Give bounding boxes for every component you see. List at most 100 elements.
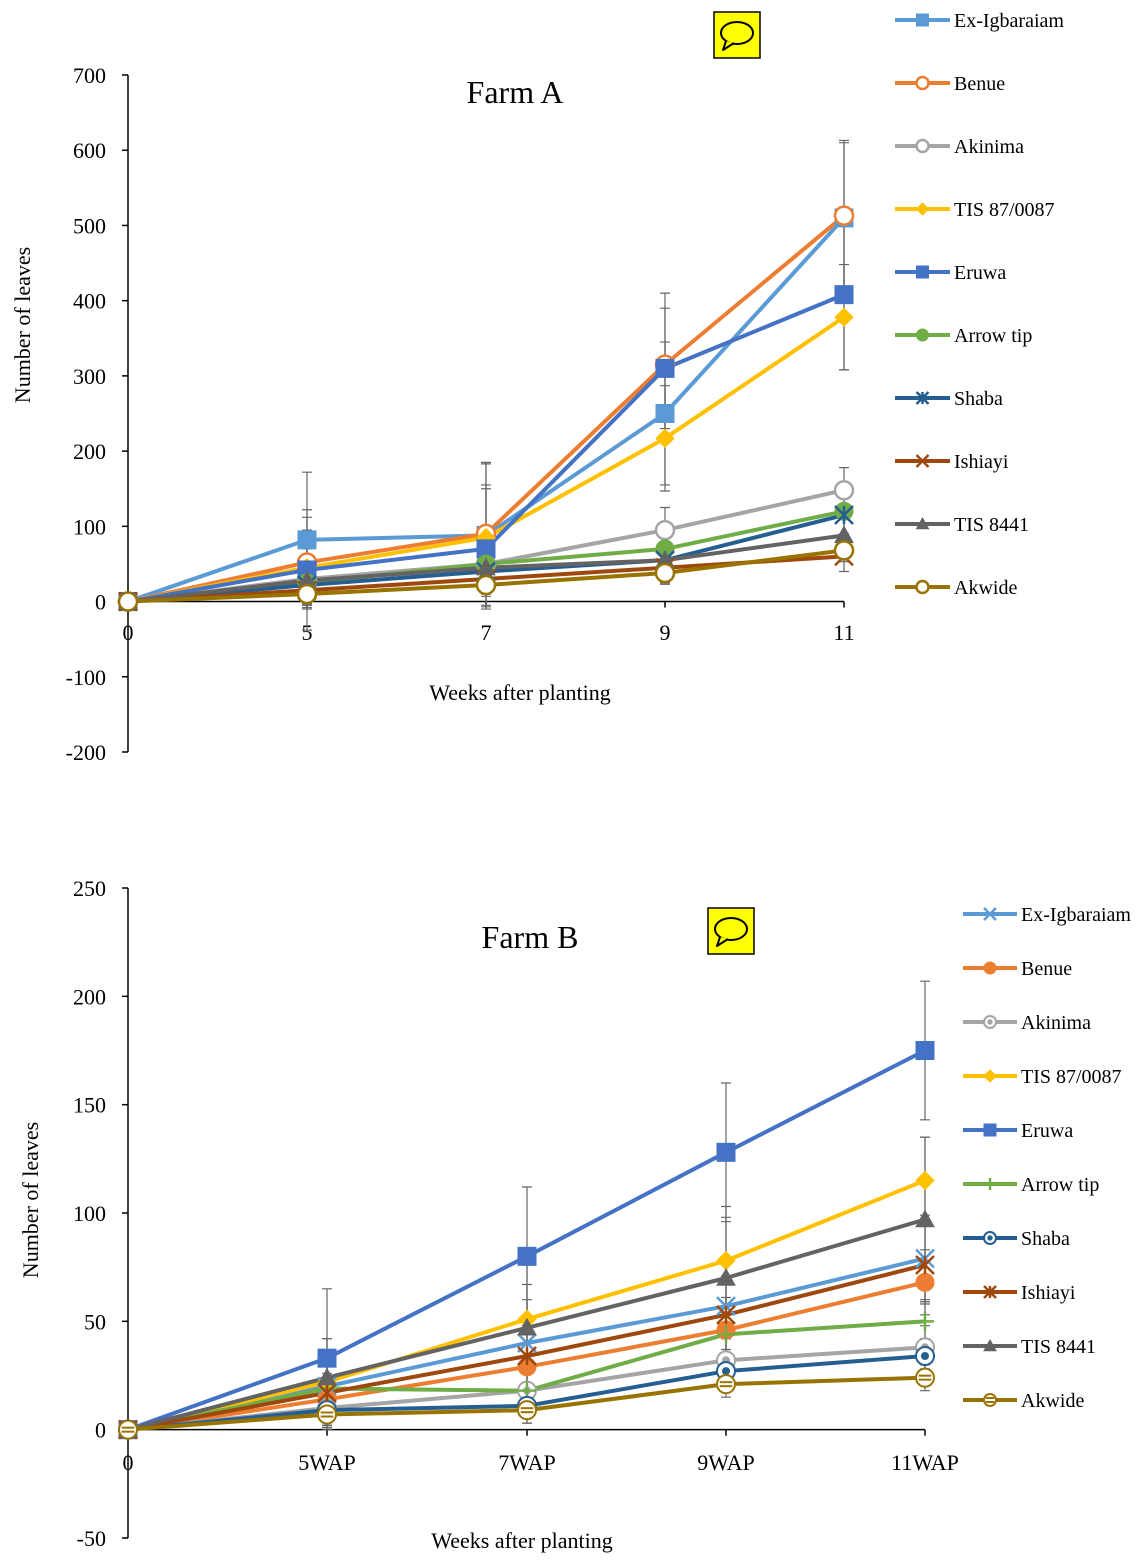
legend-marker	[984, 1178, 996, 1190]
legend-label: TIS 8441	[954, 514, 1029, 536]
x-tick-label: 9WAP	[697, 1450, 754, 1475]
y-tick-label: 150	[73, 1093, 106, 1118]
legend-label: Arrow tip	[1021, 1174, 1099, 1196]
data-point	[833, 205, 855, 226]
data-point	[117, 591, 139, 612]
legend-entry: Shaba	[963, 1228, 1070, 1250]
data-point	[716, 1250, 736, 1271]
legend-entry: Benue	[963, 958, 1072, 980]
legend-marker	[915, 202, 930, 216]
y-tick-label: 300	[73, 364, 106, 389]
data-point	[317, 1404, 337, 1425]
data-point	[915, 1367, 935, 1388]
legend-marker	[983, 1338, 997, 1352]
data-point	[517, 1346, 537, 1366]
data-point	[915, 1255, 935, 1275]
legend-marker	[983, 961, 997, 975]
data-point	[654, 519, 676, 541]
y-tick-label: 0	[95, 590, 106, 615]
x-axis-label: Weeks after planting	[429, 680, 611, 705]
x-tick-label: 0	[123, 1450, 134, 1475]
y-tick-label: 100	[73, 1201, 106, 1226]
legend-entry: TIS 8441	[895, 514, 1029, 536]
legend-entry: Arrow tip	[963, 1174, 1099, 1196]
data-point	[834, 307, 854, 327]
legend-entry: Akwide	[963, 1390, 1084, 1412]
data-point	[833, 479, 855, 501]
legend-label: Akwide	[1021, 1390, 1084, 1412]
chart-title: Farm B	[482, 919, 579, 955]
legend-label: Ishiayi	[954, 451, 1009, 473]
legend-label: Akwide	[954, 577, 1017, 599]
legend-entry: Akinima	[895, 136, 1024, 158]
legend-marker	[983, 1069, 997, 1083]
legend-marker	[916, 265, 929, 279]
x-tick-label: 0	[123, 620, 134, 645]
chart-farm-b: Farm B Weeks after planting Number of le…	[18, 876, 1131, 1553]
legend-marker	[916, 13, 929, 27]
data-point	[517, 1400, 537, 1421]
legend-marker	[983, 1015, 997, 1029]
legend-label: Akinima	[1021, 1012, 1091, 1034]
legend-marker	[915, 391, 930, 405]
legend-entry: Ishiayi	[895, 451, 1009, 473]
legend-marker	[915, 138, 930, 154]
legend-marker	[983, 1393, 997, 1407]
legend-marker	[983, 907, 997, 921]
legend-marker	[916, 328, 929, 342]
legend-entry: Akinima	[963, 1012, 1091, 1034]
series-markers	[117, 205, 855, 612]
data-point	[915, 1170, 935, 1191]
data-point	[317, 1382, 337, 1403]
legend-label: TIS 87/0087	[954, 199, 1055, 221]
legend-marker	[983, 1231, 997, 1245]
legend-entry: Arrow tip	[895, 325, 1032, 347]
y-tick-label: 250	[73, 876, 106, 901]
x-axis: 0 5WAP 7WAP 9WAP 11WAP	[123, 1428, 959, 1475]
y-tick-label: -100	[66, 665, 106, 690]
x-axis-label: Weeks after planting	[431, 1528, 613, 1553]
y-tick-label: 200	[73, 439, 106, 464]
legend-marker	[915, 579, 930, 595]
data-point	[916, 1312, 934, 1331]
legend-entry: Eruwa	[963, 1120, 1073, 1142]
data-point	[716, 1267, 736, 1286]
data-point	[915, 1272, 935, 1292]
data-point	[517, 1246, 537, 1266]
data-point	[475, 574, 497, 596]
y-tick-label: 500	[73, 213, 106, 238]
legend-label: TIS 8441	[1021, 1336, 1096, 1358]
legend: Ex-Igbaraiam Benue Akinima TIS 87/0087 Eruwa…	[895, 10, 1064, 599]
x-axis: 0 5 7 9 11	[123, 600, 855, 645]
x-tick-label: 9	[660, 620, 671, 645]
legend-marker	[983, 1285, 997, 1299]
legend-entry: Akwide	[895, 577, 1017, 599]
chart-title: Farm A	[467, 74, 564, 110]
legend-label: Shaba	[1021, 1228, 1070, 1250]
legend: Ex-Igbaraiam Benue Akinima TIS 87/0087 Eruwa…	[963, 904, 1131, 1412]
data-point	[118, 1419, 138, 1440]
series-markers	[118, 1041, 935, 1440]
legend-label: Arrow tip	[954, 325, 1032, 347]
chart-farm-a: Farm A Weeks after planting Number of le…	[10, 10, 1064, 765]
y-tick-label: -50	[77, 1526, 106, 1551]
speech-bubble-icon[interactable]	[707, 907, 755, 955]
y-axis: 700 600 500 400 300 200 100 0 -100 -200	[66, 63, 129, 765]
x-tick-label: 7WAP	[498, 1450, 555, 1475]
legend-label: Eruwa	[1021, 1120, 1073, 1142]
legend-entry: Ishiayi	[963, 1282, 1076, 1304]
legend-entry: Benue	[895, 73, 1005, 95]
data-point	[517, 1317, 537, 1336]
legend-marker	[983, 1123, 997, 1137]
legend-label: Akinima	[954, 136, 1024, 158]
legend-entry: TIS 87/0087	[895, 199, 1055, 221]
y-tick-label: 600	[73, 138, 106, 163]
speech-bubble-icon[interactable]	[713, 11, 761, 59]
legend-entry: Shaba	[895, 388, 1003, 410]
legend-marker	[915, 454, 930, 468]
legend-label: Ex-Igbaraiam	[954, 10, 1064, 32]
y-tick-label: 200	[73, 984, 106, 1009]
data-point	[834, 505, 854, 525]
legend-label: Ishiayi	[1021, 1282, 1076, 1304]
legend-label: Eruwa	[954, 262, 1006, 284]
